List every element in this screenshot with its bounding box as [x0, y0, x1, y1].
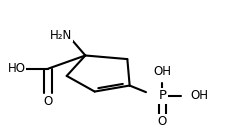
Text: OH: OH: [153, 65, 171, 78]
Text: OH: OH: [190, 89, 208, 102]
Text: O: O: [158, 115, 167, 127]
Text: O: O: [43, 95, 53, 108]
Text: HO: HO: [8, 62, 25, 75]
Text: P: P: [158, 89, 166, 102]
Text: H₂N: H₂N: [50, 29, 72, 42]
